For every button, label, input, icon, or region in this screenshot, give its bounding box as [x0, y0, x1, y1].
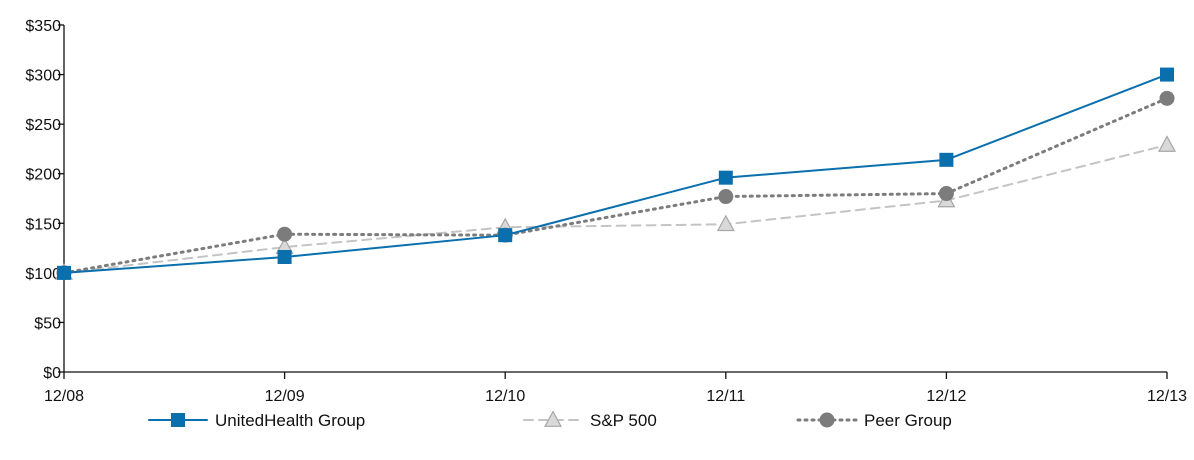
data-point — [277, 249, 292, 264]
x-tick-label: 12/10 — [485, 388, 525, 405]
x-tick-label: 12/11 — [706, 388, 745, 405]
data-point — [718, 170, 733, 185]
x-tick-label: 12/12 — [926, 388, 966, 405]
y-tick-label: $300 — [25, 68, 61, 85]
y-tick-label: $200 — [25, 167, 61, 184]
legend-marker — [819, 412, 835, 428]
legend-label: UnitedHealth Group — [215, 411, 365, 430]
series-1 — [54, 135, 1177, 280]
series-line — [63, 143, 1168, 274]
data-point — [277, 226, 293, 242]
legend-label: S&P 500 — [590, 411, 657, 430]
series-line — [63, 73, 1168, 274]
legend: UnitedHealth Group S&P 500 Peer Group — [148, 410, 952, 430]
y-tick-label: $350 — [25, 18, 61, 35]
legend-item: Peer Group — [796, 411, 952, 430]
data-point — [718, 189, 734, 205]
x-tick-label: 12/08 — [44, 388, 84, 405]
data-point — [1160, 67, 1174, 82]
y-tick-label: $150 — [25, 216, 61, 233]
data-point — [1159, 90, 1175, 106]
legend-marker — [543, 410, 563, 427]
x-axis-ticks: 12/08 12/09 12/10 12/11 12/12 12/13 — [44, 372, 1187, 405]
data-point — [1157, 135, 1177, 152]
data-point — [938, 186, 954, 202]
x-tick-label: 12/13 — [1147, 388, 1187, 405]
series-layer — [54, 67, 1177, 281]
y-tick-label: $0 — [43, 365, 61, 382]
axes — [63, 25, 1167, 373]
legend-marker — [171, 413, 185, 427]
x-tick-label: 12/09 — [265, 388, 305, 405]
data-point — [57, 265, 71, 280]
legend-item: S&P 500 — [523, 410, 657, 430]
series-line — [62, 96, 1169, 275]
y-tick-label: $250 — [25, 117, 61, 134]
data-point — [498, 228, 513, 243]
series-0 — [57, 67, 1174, 280]
data-point — [939, 152, 954, 167]
y-tick-label: $50 — [34, 315, 61, 332]
legend-item: UnitedHealth Group — [148, 411, 365, 430]
y-axis-ticks: $0 $50 $100 $150 $200 $250 $300 $350 — [25, 18, 64, 382]
y-tick-label: $100 — [25, 266, 61, 283]
data-point — [716, 214, 735, 232]
legend-label: Peer Group — [864, 411, 952, 430]
